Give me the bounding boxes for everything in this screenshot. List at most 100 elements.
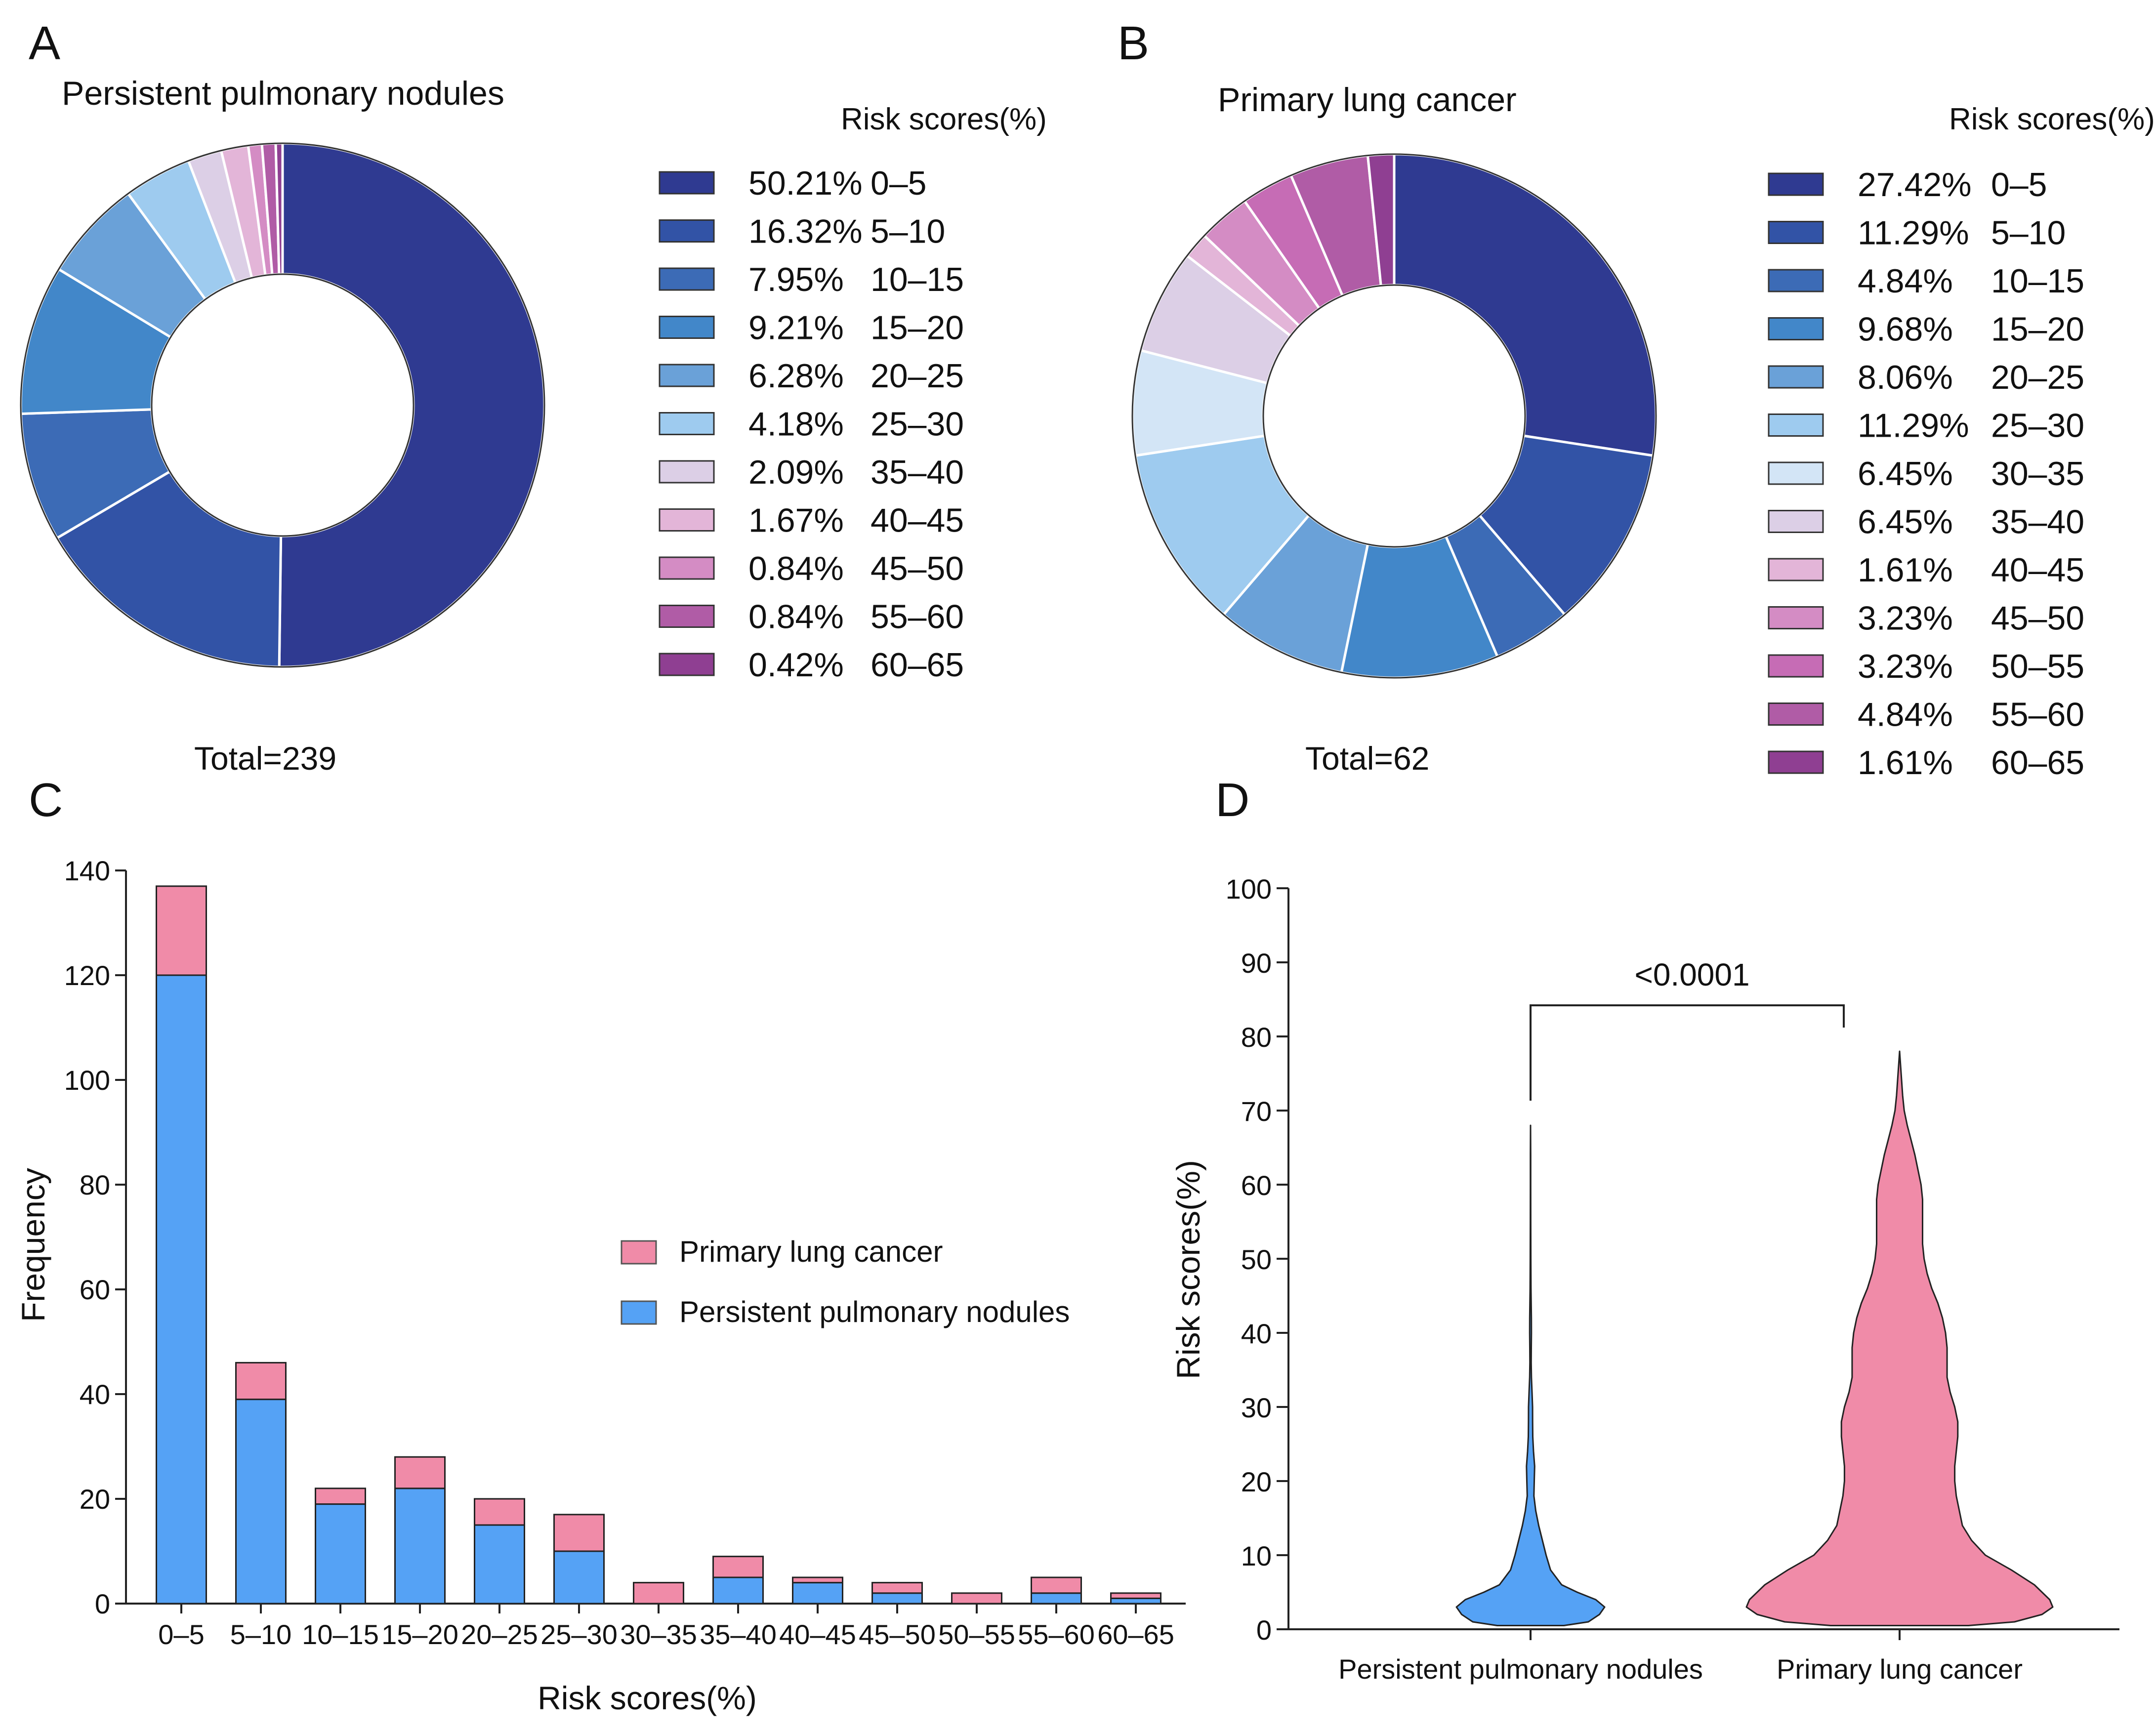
bar-cancer xyxy=(712,1556,764,1578)
violin-y-tick-label: 0 xyxy=(1256,1614,1272,1646)
bar-x-tick-label: 45–50 xyxy=(859,1619,936,1650)
legend-percent: 0.42% xyxy=(748,646,844,684)
bar-cancer xyxy=(1031,1576,1082,1594)
panel-d-violin: D 0 10 20 30 40 50 60 70 80 90 100 Persistent pulmo… xyxy=(1170,774,2119,1685)
bar-y-tick-label: 20 xyxy=(80,1484,110,1515)
legend-swatch xyxy=(1768,510,1824,533)
bar-cancer xyxy=(871,1582,923,1594)
legend-range: 45–50 xyxy=(871,550,964,587)
legend-range: 20–25 xyxy=(1991,359,2084,396)
bar-x-tick-label: 50–55 xyxy=(938,1619,1015,1650)
bar-cancer xyxy=(1110,1592,1161,1599)
violin-y-tick-label: 40 xyxy=(1241,1318,1272,1349)
bar-x-tick-label: 5–10 xyxy=(230,1619,292,1650)
bar-cancer xyxy=(315,1487,366,1505)
legend-swatch xyxy=(1768,461,1824,485)
legend-range: 5–10 xyxy=(871,213,945,250)
bar-cancer xyxy=(951,1592,1002,1605)
legend-range: 15–20 xyxy=(1991,311,2084,348)
violin-y-tick-label: 50 xyxy=(1241,1244,1272,1275)
donut-slice-1 xyxy=(278,142,546,668)
donut-a-legend: 50.21% 0–516.32% 5–10 7.95% 10–15 9.21% 15–20 6… xyxy=(659,165,964,684)
panel-d-letter: D xyxy=(1215,774,1249,826)
bar-y-tick-label: 80 xyxy=(80,1169,110,1200)
bar-cancer xyxy=(792,1576,843,1584)
legend-percent: 7.95% xyxy=(748,261,844,298)
violin-shape xyxy=(1455,1124,1606,1626)
legend-range: 35–40 xyxy=(1991,503,2084,541)
legend-range: 55–60 xyxy=(871,598,964,636)
violin-shape xyxy=(1745,1050,2054,1626)
donut-a-total: Total=239 xyxy=(194,740,336,777)
bar-nodules xyxy=(1110,1597,1161,1605)
legend-swatch xyxy=(1768,365,1824,389)
bar-x-tick-label: 60–65 xyxy=(1097,1619,1174,1650)
legend-swatch xyxy=(659,364,715,387)
bar-nodules xyxy=(394,1487,446,1605)
legend-percent: 1.61% xyxy=(1858,744,1953,782)
legend-range: 0–5 xyxy=(1991,166,2047,204)
bar-x-tick-label: 40–45 xyxy=(779,1619,856,1650)
bar-x-tick-label: 15–20 xyxy=(381,1619,458,1650)
legend-range: 35–40 xyxy=(871,454,964,491)
donut-outer-ring xyxy=(1131,153,1657,679)
legend-swatch xyxy=(1768,654,1824,678)
bar-x-tick-label: 0–5 xyxy=(158,1619,204,1650)
legend-swatch xyxy=(659,556,715,580)
legend-percent: 2.09% xyxy=(748,454,844,491)
legend-swatch xyxy=(659,219,715,243)
violin-y-tick-label: 70 xyxy=(1241,1096,1272,1127)
legend-percent: 50.21% xyxy=(748,165,863,202)
legend-range: 10–15 xyxy=(1991,262,2084,300)
legend-swatch xyxy=(1768,413,1824,437)
bar-cancer xyxy=(633,1582,684,1605)
legend-swatch xyxy=(1768,702,1824,726)
bar-y-tick-label: 140 xyxy=(64,855,110,886)
donut-outer-ring xyxy=(20,142,545,668)
bar-x-tick-label: 25–30 xyxy=(540,1619,618,1650)
legend-range: 55–60 xyxy=(1991,696,2084,734)
legend-percent: 6.45% xyxy=(1858,455,1953,493)
bar-y-tick-label: 120 xyxy=(64,960,110,991)
bar-x-axis-title: Risk scores(%) xyxy=(538,1680,757,1716)
bar-y-tick-label: 60 xyxy=(80,1274,110,1305)
violin-x-tick-label: Primary lung cancer xyxy=(1777,1653,2023,1685)
legend-range: 60–65 xyxy=(1991,744,2084,782)
violin-chart: 0 10 20 30 40 50 60 70 80 90 100 Persistent pulmona… xyxy=(1226,873,2119,1685)
donut-b-title: Primary lung cancer xyxy=(1218,81,1517,119)
bar-nodules xyxy=(712,1576,764,1605)
legend-percent: 0.84% xyxy=(748,598,844,636)
bar-x-tick-label: 55–60 xyxy=(1018,1619,1095,1650)
bar-y-tick-label: 0 xyxy=(95,1588,110,1619)
legend-percent: 6.45% xyxy=(1858,503,1953,541)
violin-y-tick-label: 60 xyxy=(1241,1170,1272,1201)
legend-swatch xyxy=(659,267,715,291)
bar-nodules xyxy=(871,1592,923,1605)
legend-range: 0–5 xyxy=(871,165,926,202)
bar-cancer xyxy=(235,1362,287,1401)
legend-percent: 11.29% xyxy=(1858,214,1969,252)
donut-a-slices xyxy=(19,142,546,668)
bar-legend-label-cancer: Primary lung cancer xyxy=(679,1235,943,1268)
legend-swatch xyxy=(659,460,715,484)
legend-range: 20–25 xyxy=(871,357,964,395)
legend-range: 5–10 xyxy=(1991,214,2066,252)
legend-percent: 8.06% xyxy=(1858,359,1953,396)
donut-inner-ring xyxy=(1262,284,1526,548)
donut-a-title: Persistent pulmonary nodules xyxy=(62,75,504,112)
violin-y-tick-label: 10 xyxy=(1241,1540,1272,1571)
legend-percent: 6.28% xyxy=(748,357,844,395)
bar-x-tick-label: 10–15 xyxy=(302,1619,379,1650)
donut-b-slices xyxy=(1131,153,1658,679)
bar-nodules xyxy=(315,1503,366,1605)
bar-legend-swatch-cancer xyxy=(621,1240,657,1265)
violin-y-axis-title: Risk scores(%) xyxy=(1170,1160,1206,1379)
donut-b-legend: 27.42% 0–5 11.29% 5–10 4.84% 10–15 9.68% 15–20 8… xyxy=(1768,166,2084,782)
violin-y-tick-label: 90 xyxy=(1241,948,1272,979)
legend-swatch xyxy=(1768,750,1824,774)
significance-bracket xyxy=(1530,1004,1845,1101)
bar-legend: Primary lung cancer Persistent pulmonary… xyxy=(621,1235,1070,1328)
legend-percent: 9.21% xyxy=(748,309,844,347)
legend-swatch xyxy=(1768,606,1824,629)
legend-swatch xyxy=(1768,269,1824,292)
